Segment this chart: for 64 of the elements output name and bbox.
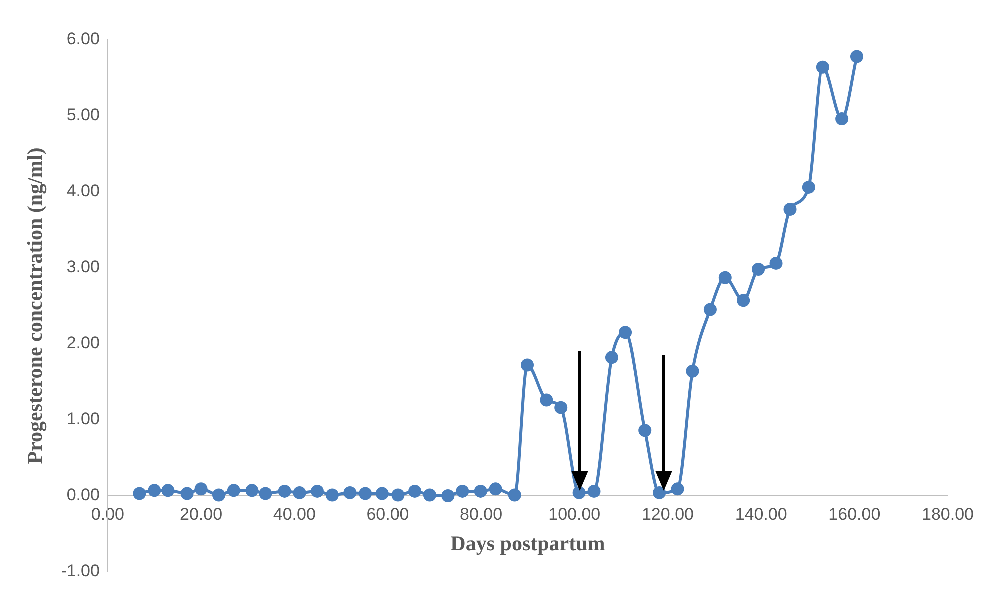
y-tick-label: 5.00 bbox=[66, 106, 100, 125]
y-tick-label: 0.00 bbox=[66, 486, 100, 505]
point bbox=[423, 488, 436, 502]
x-tick-label: 140.00 bbox=[735, 504, 788, 524]
point bbox=[836, 112, 849, 126]
point bbox=[784, 202, 797, 216]
point bbox=[148, 484, 162, 498]
point bbox=[180, 487, 194, 500]
x-tick-label: 20.00 bbox=[180, 504, 223, 524]
point bbox=[572, 486, 586, 500]
point bbox=[259, 487, 272, 500]
point bbox=[278, 484, 292, 498]
point bbox=[770, 256, 783, 270]
point bbox=[671, 482, 684, 496]
point bbox=[638, 424, 652, 438]
point bbox=[704, 303, 717, 316]
point bbox=[133, 487, 146, 500]
x-tick-label: 180.00 bbox=[922, 504, 974, 524]
y-axis-title: Progesterone concentration (ng/ml) bbox=[23, 148, 48, 464]
x-axis-title: Days postpartum bbox=[450, 531, 606, 556]
point bbox=[508, 488, 522, 502]
point bbox=[442, 490, 455, 502]
point bbox=[850, 50, 864, 64]
point bbox=[326, 488, 339, 502]
point bbox=[540, 394, 554, 407]
point bbox=[554, 401, 568, 414]
point bbox=[489, 482, 502, 496]
y-tick-label: 4.00 bbox=[66, 182, 100, 201]
point bbox=[194, 482, 208, 496]
point bbox=[408, 484, 422, 498]
point bbox=[212, 488, 226, 502]
point bbox=[686, 364, 700, 378]
point bbox=[653, 486, 666, 500]
y-tick-label: 6.00 bbox=[66, 30, 100, 49]
point bbox=[162, 484, 175, 498]
point bbox=[359, 487, 372, 500]
point bbox=[246, 484, 259, 498]
point bbox=[310, 484, 324, 498]
point bbox=[737, 294, 750, 308]
point bbox=[344, 486, 357, 500]
x-tick-label: 120.00 bbox=[642, 504, 694, 524]
point bbox=[227, 484, 240, 498]
x-tick-label: 60.00 bbox=[366, 504, 410, 524]
point bbox=[816, 60, 830, 74]
point bbox=[293, 486, 306, 500]
point bbox=[392, 488, 405, 502]
point bbox=[588, 484, 601, 498]
y-tick-label: -1.00 bbox=[61, 562, 100, 581]
y-tick-label: 3.00 bbox=[66, 258, 100, 277]
point bbox=[718, 271, 732, 284]
y-tick-label: 2.00 bbox=[66, 334, 100, 353]
x-tick-label: 80.00 bbox=[460, 504, 503, 524]
x-tick-label: 40.00 bbox=[273, 504, 316, 524]
point bbox=[521, 358, 534, 372]
x-tick-label: 100.00 bbox=[548, 504, 601, 524]
point bbox=[474, 484, 488, 498]
x-tick-label: 160.00 bbox=[828, 504, 881, 524]
y-tick-label: 1.00 bbox=[66, 410, 100, 429]
point bbox=[752, 263, 766, 276]
point bbox=[605, 351, 618, 364]
point bbox=[456, 484, 470, 498]
point bbox=[376, 487, 389, 500]
point bbox=[802, 180, 816, 194]
point bbox=[619, 326, 632, 340]
